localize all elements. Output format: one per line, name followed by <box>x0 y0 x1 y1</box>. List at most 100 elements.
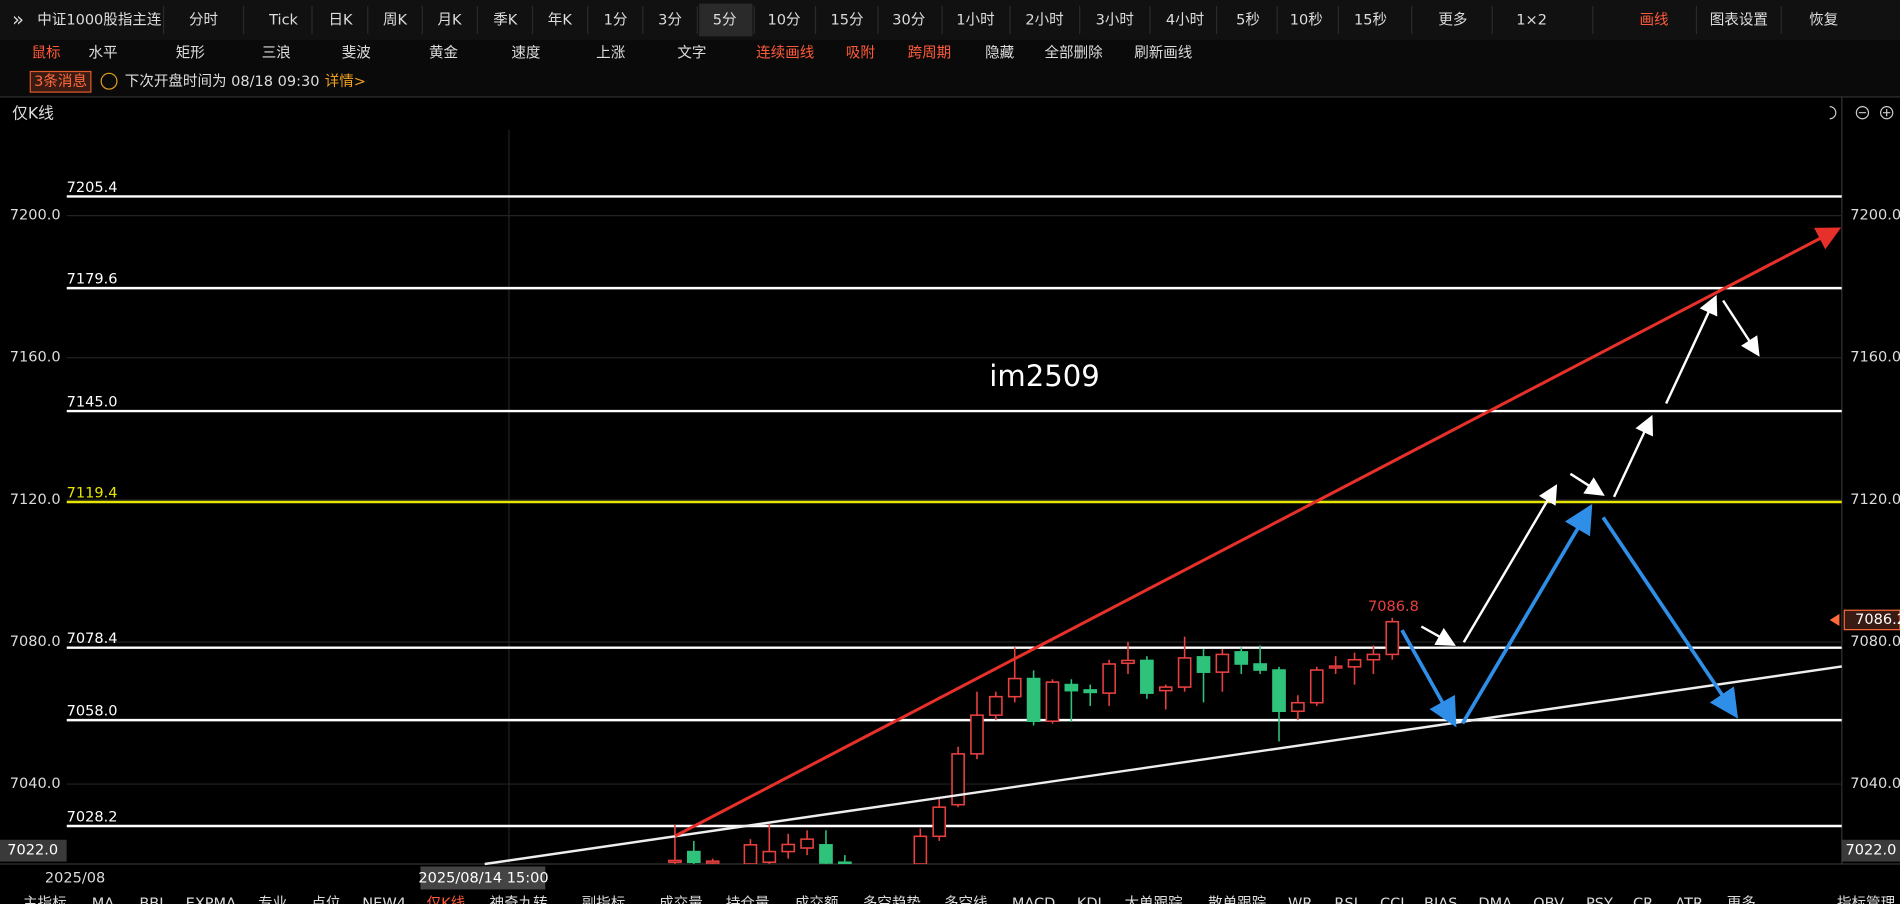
indicator-tab[interactable]: 更多 <box>1727 895 1756 904</box>
toolbar-item[interactable]: 10分 <box>767 12 800 29</box>
toolbar-item[interactable]: 日K <box>328 13 353 29</box>
notice-link[interactable]: 详情> <box>325 73 366 90</box>
indicator-tab[interactable]: DMA <box>1478 896 1512 904</box>
tool-item[interactable]: 速度 <box>511 44 540 61</box>
tool-item[interactable]: 刷新画线 <box>1134 44 1192 61</box>
tool-item[interactable]: 黄金 <box>429 44 459 61</box>
toolbar-item[interactable]: 5分 <box>713 12 737 29</box>
toolbar-item[interactable]: 15秒 <box>1354 12 1387 29</box>
indicator-tab[interactable]: 持仓量 <box>726 895 770 904</box>
toolbar-item[interactable]: 恢复 <box>1809 11 1838 29</box>
chart-mode[interactable]: 仅K线 <box>12 103 54 122</box>
indicator-tab[interactable]: PSY <box>1586 896 1613 904</box>
indicator-tab[interactable]: 专业 <box>258 895 287 904</box>
candle-body <box>686 850 701 864</box>
toolbar-item[interactable]: 3分 <box>658 12 682 29</box>
tool-item[interactable]: 矩形 <box>176 44 206 61</box>
candle-body <box>913 835 928 865</box>
candle-body <box>1196 656 1211 673</box>
tool-item[interactable]: 隐藏 <box>985 44 1015 61</box>
candle-body <box>1045 681 1060 722</box>
high-label: 7086.8 <box>1368 599 1419 615</box>
last-price-tag <box>1843 609 1900 631</box>
price-level-label: 7028.2 <box>67 810 118 826</box>
toolbar-item[interactable]: 图表设置 <box>1710 12 1768 29</box>
indicator-tab[interactable]: WR <box>1288 896 1312 904</box>
toolbar-item[interactable]: 1小时 <box>956 12 994 29</box>
indicator-tab[interactable]: MACD <box>1012 896 1056 904</box>
toolbar-item[interactable]: 1分 <box>604 12 628 29</box>
toolbar-item[interactable]: 更多 <box>1438 12 1467 29</box>
edge-price-tag-right <box>1841 839 1900 862</box>
indicator-tab[interactable]: CCI <box>1380 896 1405 904</box>
indicator-tab[interactable]: 点位 <box>311 895 340 904</box>
indicator-tab[interactable]: 主指标 <box>23 895 67 904</box>
toolbar-item[interactable]: 4小时 <box>1166 12 1204 29</box>
candle-body <box>668 859 682 864</box>
candle-body <box>819 844 833 864</box>
tool-item[interactable]: 水平 <box>88 44 117 61</box>
indicator-tab[interactable]: 副指标 <box>582 895 626 904</box>
toolbar-item[interactable]: 15分 <box>830 12 863 29</box>
drawings <box>484 227 1843 866</box>
indicator-tab[interactable]: 多空趋势 <box>863 895 921 904</box>
toolbar-item[interactable]: 3小时 <box>1096 12 1134 29</box>
indicator-tab[interactable]: 指标管理 <box>1837 895 1896 904</box>
indicator-tab[interactable]: 多空线 <box>944 895 988 904</box>
candle-body <box>1064 683 1079 692</box>
toolbar-item[interactable]: 画线 <box>1639 12 1668 29</box>
plot <box>66 195 1842 865</box>
candle-body <box>705 860 720 864</box>
tool-item[interactable]: 斐波 <box>342 44 372 61</box>
tool-item[interactable]: 全部删除 <box>1045 43 1104 61</box>
indicator-tab[interactable]: BBI <box>139 896 163 904</box>
indicator-tab[interactable]: 仅K线 <box>427 895 466 904</box>
edge-price-label: 7022.0 <box>7 843 58 859</box>
toolbar-item[interactable]: 2小时 <box>1025 12 1063 29</box>
indicator-tab[interactable]: EXPMA <box>186 896 236 904</box>
toolbar-item[interactable]: 1×2 <box>1516 13 1547 29</box>
indicator-tab[interactable]: OBV <box>1533 896 1564 904</box>
tool-item[interactable]: 鼠标 <box>32 44 61 61</box>
menu-icon[interactable]: » <box>12 8 24 31</box>
toolbar-item[interactable]: 10秒 <box>1290 12 1323 29</box>
indicator-tab[interactable]: 散单跟踪 <box>1208 895 1267 904</box>
indicator-tab[interactable]: 成交量 <box>659 894 703 904</box>
toolbar-item[interactable]: 年K <box>548 12 573 29</box>
tool-item[interactable]: 三浪 <box>262 44 291 61</box>
indicator-tab[interactable]: ATR <box>1675 896 1703 904</box>
indicator-tab[interactable]: 成交额 <box>795 894 839 904</box>
candle-body <box>1140 659 1154 694</box>
toolbar-item[interactable]: Tick <box>268 13 298 29</box>
toolbar-item[interactable]: 30分 <box>892 12 925 29</box>
toolbar-item[interactable]: 5秒 <box>1236 12 1260 29</box>
candle-body <box>970 714 984 755</box>
toolbar-item[interactable]: 分时 <box>189 12 218 29</box>
indicator-tab[interactable]: 大单跟踪 <box>1125 895 1184 904</box>
price-level-label: 7179.6 <box>67 272 118 288</box>
toolbar-item[interactable]: 月K <box>438 13 463 29</box>
toolbar-item[interactable]: 周K <box>383 12 408 29</box>
toolbar-item[interactable]: 季K <box>493 12 518 29</box>
indicator-tab[interactable]: KDJ <box>1077 896 1102 904</box>
tool-item[interactable]: 跨周期 <box>908 44 952 61</box>
candle-body <box>837 861 852 865</box>
indicator-tab[interactable]: BIAS <box>1424 896 1457 904</box>
indicator-tab[interactable]: MA <box>92 896 115 904</box>
toolbar-item[interactable]: 中证1000股指主连 <box>37 12 162 29</box>
indicator-tab[interactable]: RSI <box>1334 896 1358 904</box>
notice-badge[interactable]: 3条消息 <box>34 73 87 90</box>
tool-item[interactable]: 吸附 <box>846 44 875 61</box>
zoom-icons[interactable] <box>1829 106 1894 120</box>
indicator-tab[interactable]: NEW4 <box>362 896 406 904</box>
indicator-tab[interactable]: 神奇九转 <box>490 895 548 904</box>
tool-item[interactable]: 连续画线 <box>756 44 814 61</box>
tool-item[interactable]: 上涨 <box>596 44 626 61</box>
crosshair-time-bg <box>420 866 546 890</box>
candle-body <box>932 806 947 838</box>
y-tick-label: 7160.0 <box>10 350 61 366</box>
tool-item[interactable]: 文字 <box>677 44 706 61</box>
indicator-tab[interactable]: CR <box>1633 896 1653 904</box>
